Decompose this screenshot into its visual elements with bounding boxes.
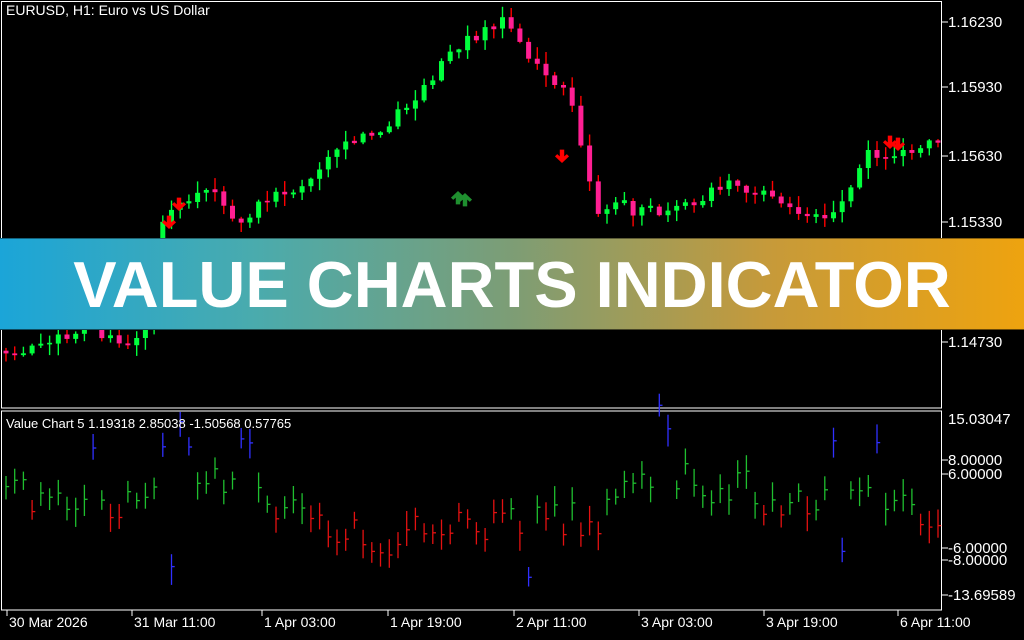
svg-text:1.15630: 1.15630 — [948, 148, 1002, 165]
svg-text:6 Apr 11:00: 6 Apr 11:00 — [900, 614, 971, 630]
svg-text:1.16230: 1.16230 — [948, 14, 1002, 31]
svg-text:Value Chart 5 1.19318 2.85038: Value Chart 5 1.19318 2.85038 -1.50568 0… — [6, 416, 291, 431]
svg-text:1.14730: 1.14730 — [948, 334, 1002, 351]
svg-text:2 Apr 11:00: 2 Apr 11:00 — [516, 614, 587, 630]
svg-text:15.03047: 15.03047 — [948, 411, 1011, 428]
svg-text:1 Apr 19:00: 1 Apr 19:00 — [390, 614, 462, 630]
svg-text:1 Apr 03:00: 1 Apr 03:00 — [264, 614, 336, 630]
svg-text:3 Apr 19:00: 3 Apr 19:00 — [766, 614, 838, 630]
svg-text:31 Mar 11:00: 31 Mar 11:00 — [134, 614, 216, 630]
svg-text:3 Apr 03:00: 3 Apr 03:00 — [641, 614, 713, 630]
svg-text:1.15930: 1.15930 — [948, 79, 1002, 96]
svg-text:30 Mar 2026: 30 Mar 2026 — [9, 614, 88, 630]
svg-text:EURUSD, H1: Euro vs US Dollar: EURUSD, H1: Euro vs US Dollar — [6, 2, 210, 18]
svg-text:6.00000: 6.00000 — [948, 466, 1002, 483]
svg-text:-13.69589: -13.69589 — [948, 587, 1016, 604]
svg-text:1.15330: 1.15330 — [948, 214, 1002, 231]
svg-text:-8.00000: -8.00000 — [948, 552, 1007, 569]
